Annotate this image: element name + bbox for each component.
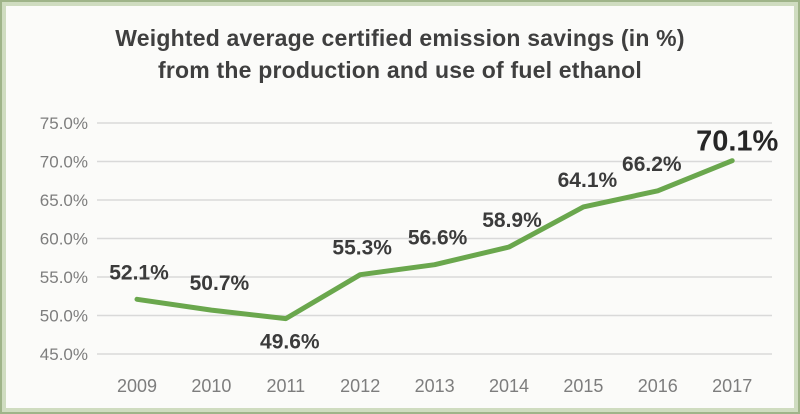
- y-axis-tick-label: 60.0%: [40, 230, 88, 249]
- x-axis-tick-label: 2013: [415, 376, 455, 396]
- y-axis-tick-label: 50.0%: [40, 307, 88, 326]
- data-label: 52.1%: [109, 261, 169, 284]
- data-label: 70.1%: [696, 126, 778, 158]
- data-label: 50.7%: [190, 272, 250, 295]
- x-axis-tick-label: 2010: [191, 376, 231, 396]
- chart-title-line-1: Weighted average certified emission savi…: [115, 25, 685, 51]
- y-axis-tick-label: 70.0%: [40, 153, 88, 172]
- y-axis-tick-label: 55.0%: [40, 268, 88, 287]
- x-axis-tick-label: 2009: [117, 376, 157, 396]
- x-axis-tick-label: 2011: [266, 376, 305, 396]
- series-line-emission-savings: [134, 158, 735, 322]
- data-label: 64.1%: [558, 169, 618, 192]
- y-axis-tick-label: 75.0%: [40, 114, 88, 133]
- data-label: 58.9%: [482, 209, 542, 232]
- chart-title: Weighted average certified emission savi…: [2, 22, 798, 86]
- x-axis-tick-label: 2014: [489, 376, 529, 396]
- y-axis-tick-label: 65.0%: [40, 191, 88, 210]
- data-label: 49.6%: [260, 331, 320, 354]
- y-axis-tick-label: 45.0%: [40, 345, 88, 364]
- x-axis-tick-label: 2015: [563, 376, 603, 396]
- data-label: 55.3%: [332, 237, 392, 260]
- x-axis-tick-label: 2017: [712, 376, 752, 396]
- data-label: 56.6%: [408, 227, 468, 250]
- data-label: 66.2%: [622, 153, 682, 176]
- x-axis-tick-label: 2016: [638, 376, 678, 396]
- x-axis-tick-label: 2012: [340, 376, 380, 396]
- chart-title-line-2: from the production and use of fuel etha…: [158, 57, 642, 83]
